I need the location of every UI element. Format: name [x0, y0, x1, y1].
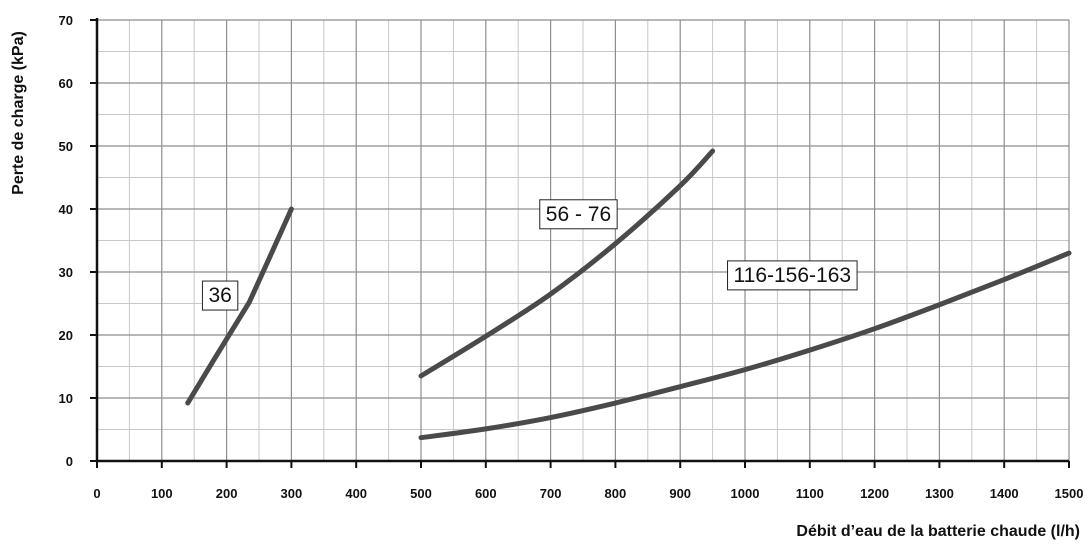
x-tick-label: 1400: [990, 486, 1019, 501]
curve-label-box: [539, 199, 618, 230]
x-tick-label: 600: [475, 486, 497, 501]
y-tick-label: 10: [59, 391, 73, 406]
major-grid: [97, 19, 1070, 461]
curve-label-box: [201, 280, 239, 311]
minor-grid: [97, 20, 1069, 461]
y-tick-label: 30: [59, 265, 73, 280]
y-tick-label: 50: [59, 139, 73, 154]
curve-label-56-76: 56 - 76: [539, 199, 618, 230]
curve-36: [185, 206, 294, 406]
x-axis-ticks: 0 100 200 300 400 500 600 700 800 900 1000 1100 1200…: [93, 461, 1083, 501]
x-tick-label: 500: [410, 486, 432, 501]
x-tick-label: 700: [540, 486, 562, 501]
x-tick-label: 0: [93, 486, 100, 501]
x-tick-label: 1200: [860, 486, 889, 501]
y-tick-label: 60: [59, 76, 73, 91]
y-axis-ticks: 0 10 20 30 40 50 60 70: [59, 13, 97, 469]
curve-label-text: 56 - 76: [546, 203, 611, 226]
y-tick-label: 70: [59, 13, 73, 28]
curve-label-box: [727, 260, 858, 291]
curve-label-text: 36: [208, 284, 231, 307]
x-tick-label: 1300: [925, 486, 954, 501]
curve-label-116-156-163: 116-156-163: [727, 260, 858, 291]
x-tick-label: 800: [605, 486, 627, 501]
curve-labels: 36 56 - 76 116-156-163: [201, 199, 858, 311]
x-tick-label: 200: [216, 486, 238, 501]
x-tick-label: 1000: [731, 486, 760, 501]
x-tick-label: 900: [669, 486, 691, 501]
curve-label-text: 116-156-163: [734, 264, 852, 287]
y-tick-label: 20: [59, 328, 73, 343]
curve-56-76: [418, 148, 716, 379]
y-tick-label: 0: [66, 454, 73, 469]
curve-116-156-163: [418, 250, 1072, 441]
curves: [185, 148, 1072, 441]
x-tick-label: 1500: [1055, 486, 1084, 501]
x-tick-label: 300: [281, 486, 303, 501]
axes: [95, 18, 1069, 463]
x-tick-label: 100: [151, 486, 173, 501]
curve-label-36: 36: [201, 280, 239, 311]
x-tick-label: 1100: [796, 486, 824, 501]
y-tick-label: 40: [59, 202, 73, 217]
x-axis-title: Débit d’eau de la batterie chaude (l/h): [796, 523, 1080, 540]
y-axis-title: Perte de charge (kPa): [10, 31, 27, 195]
x-tick-label: 400: [345, 486, 367, 501]
